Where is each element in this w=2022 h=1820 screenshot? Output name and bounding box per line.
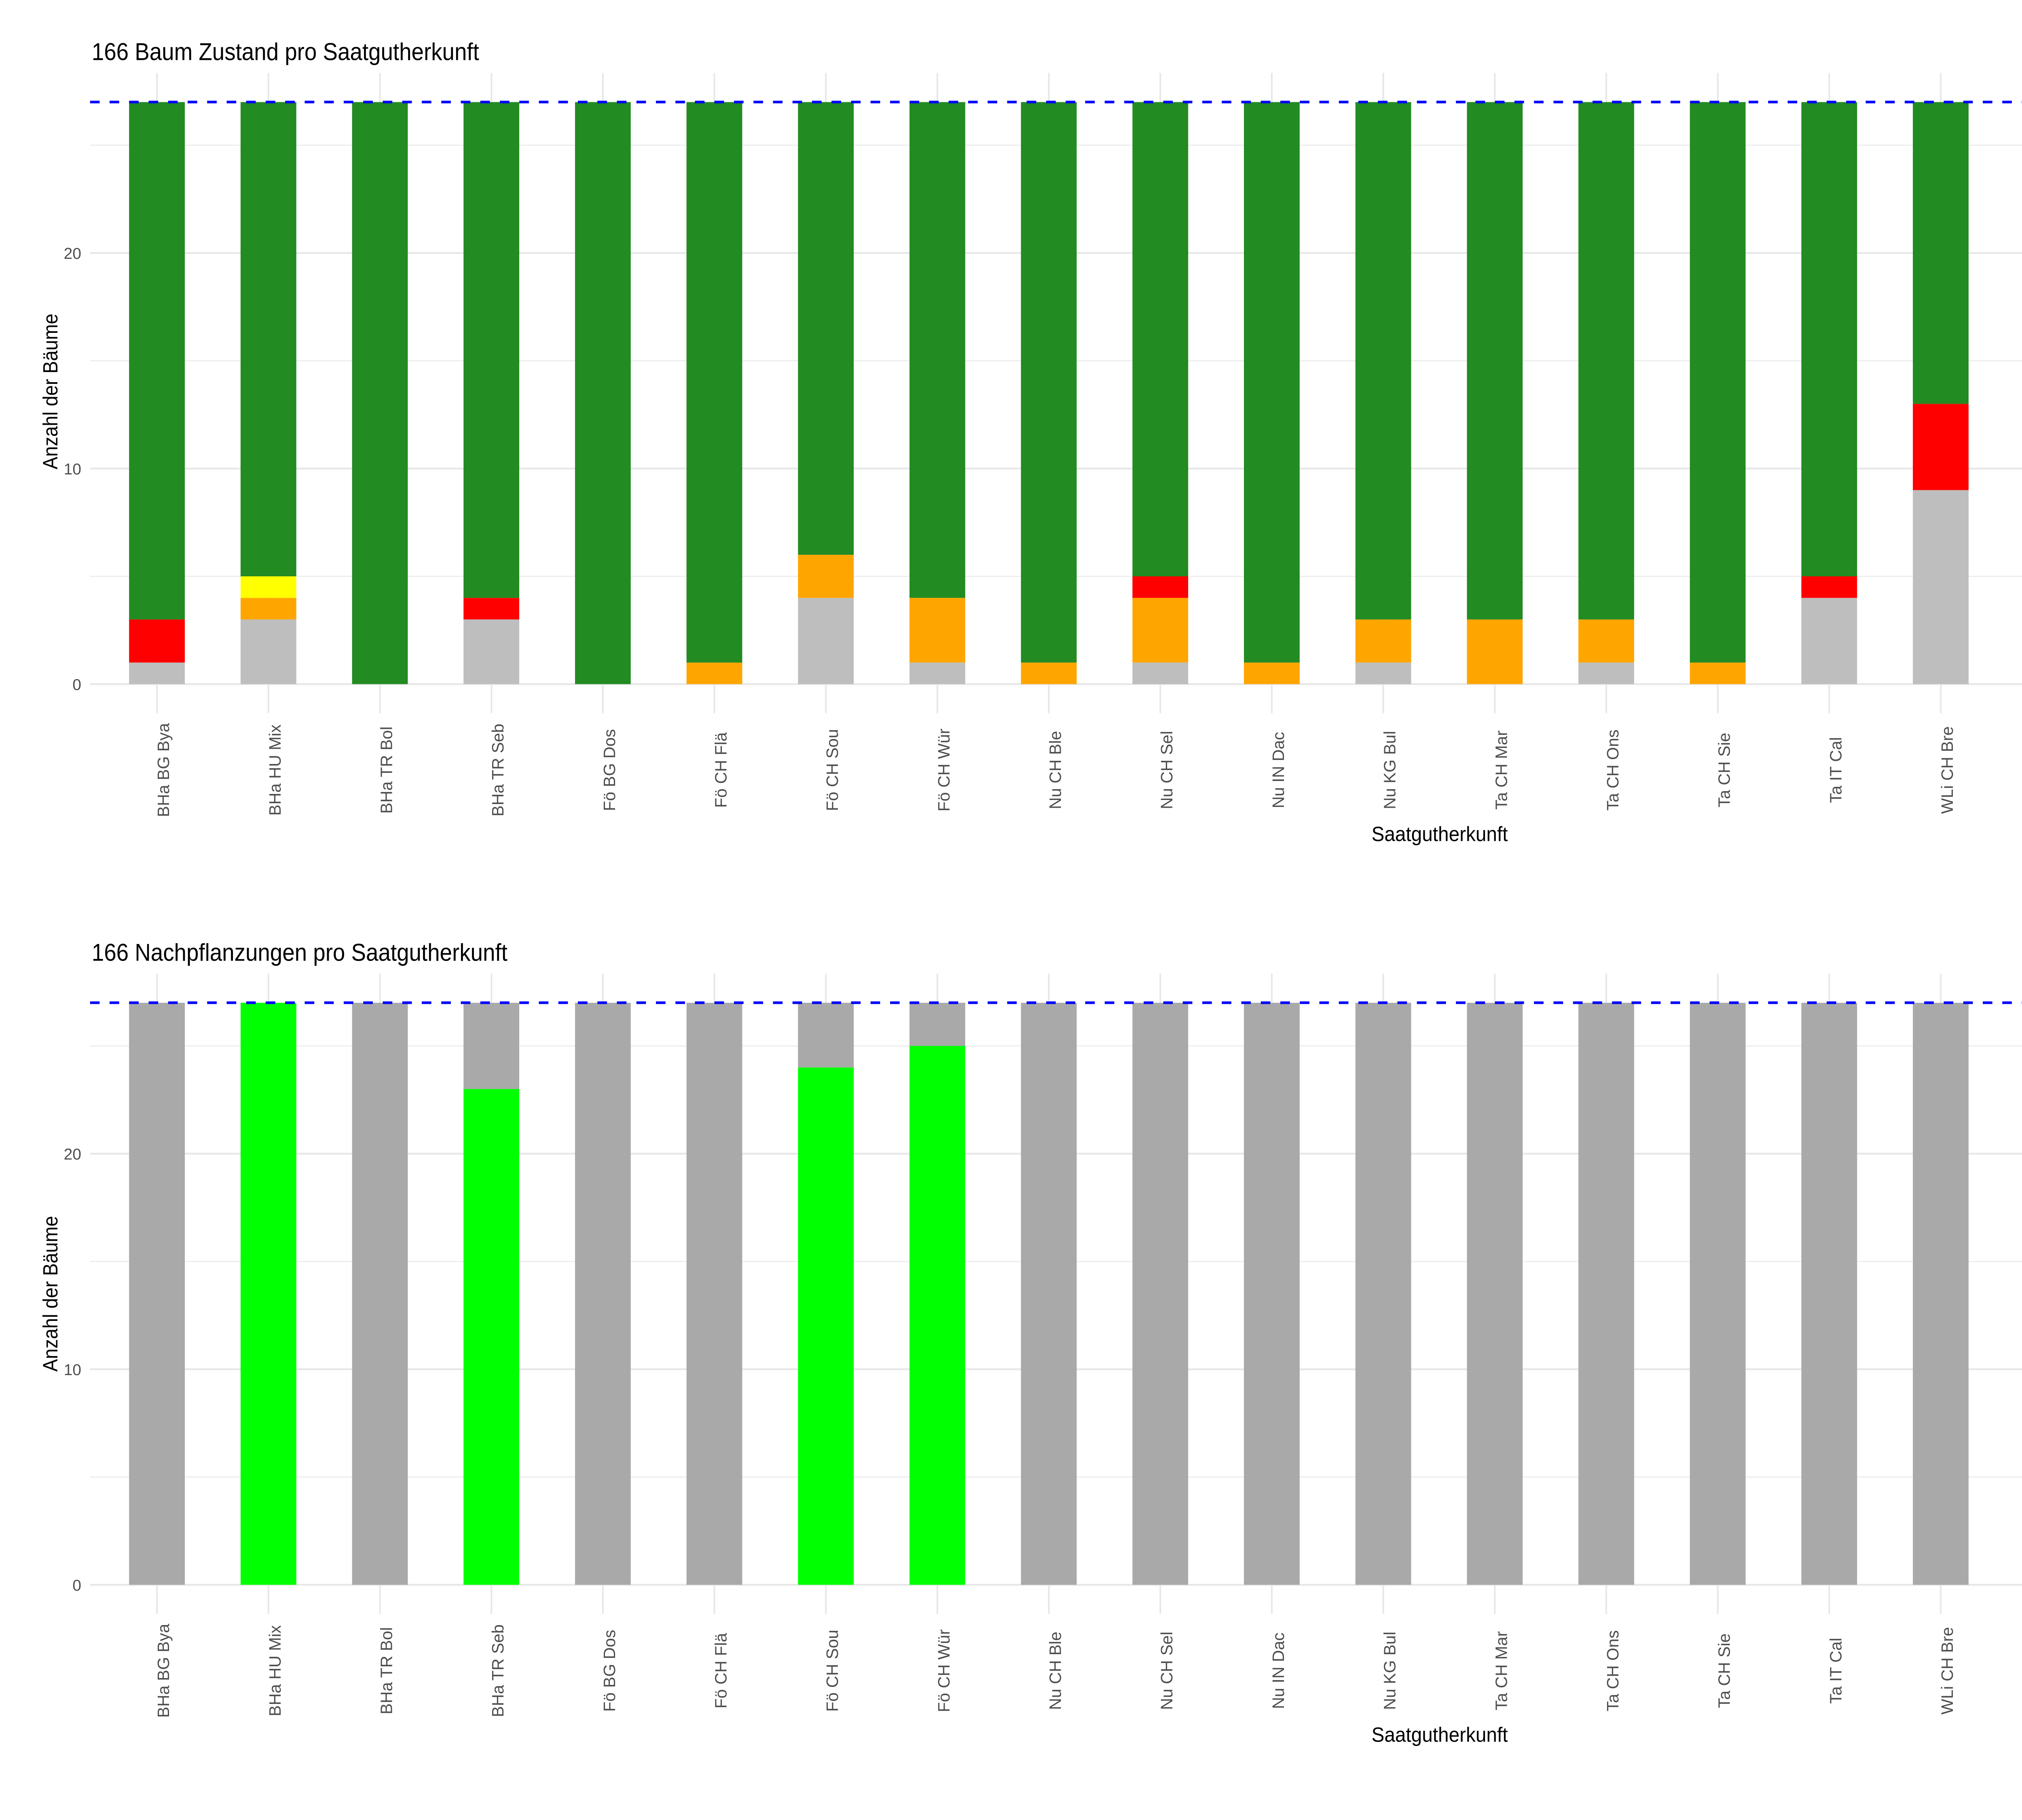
svg-text:Ta IT Cal: Ta IT Cal xyxy=(1826,1638,1845,1704)
svg-text:Fö CH Sou: Fö CH Sou xyxy=(823,1630,842,1712)
svg-text:Fö CH Flä: Fö CH Flä xyxy=(712,732,730,808)
svg-text:Ta IT Cal: Ta IT Cal xyxy=(1826,737,1845,803)
svg-text:Ta CH Sie: Ta CH Sie xyxy=(1715,1634,1734,1708)
svg-text:Nu CH Sel: Nu CH Sel xyxy=(1157,731,1176,809)
svg-text:Anzahl der Bäume: Anzahl der Bäume xyxy=(39,1216,62,1372)
svg-text:10: 10 xyxy=(64,461,81,478)
svg-text:Fö CH Wür: Fö CH Wür xyxy=(935,729,953,812)
svg-text:Nu KG Bul: Nu KG Bul xyxy=(1381,731,1399,809)
svg-text:WLi CH Bre: WLi CH Bre xyxy=(1938,726,1956,814)
svg-text:Nu CH Sel: Nu CH Sel xyxy=(1157,1632,1176,1710)
svg-text:20: 20 xyxy=(64,1146,81,1163)
svg-text:Nu KG Bul: Nu KG Bul xyxy=(1381,1632,1399,1710)
svg-text:WLi CH Bre: WLi CH Bre xyxy=(1938,1627,1956,1714)
svg-text:BHa TR Bol: BHa TR Bol xyxy=(377,1627,396,1714)
svg-text:Nu CH Ble: Nu CH Ble xyxy=(1046,1632,1065,1710)
svg-text:Ta CH Mar: Ta CH Mar xyxy=(1492,1631,1510,1710)
svg-text:Ta CH Sie: Ta CH Sie xyxy=(1715,733,1734,808)
svg-text:BHa HU Mix: BHa HU Mix xyxy=(266,724,284,816)
svg-text:Saatgutherkunft: Saatgutherkunft xyxy=(1372,1723,1508,1746)
svg-text:Fö BG Dos: Fö BG Dos xyxy=(600,1630,619,1712)
svg-text:BHa TR Seb: BHa TR Seb xyxy=(489,724,507,816)
svg-text:Nu CH Ble: Nu CH Ble xyxy=(1046,731,1065,809)
svg-text:Nu IN Dac: Nu IN Dac xyxy=(1269,732,1288,808)
svg-text:Nu IN Dac: Nu IN Dac xyxy=(1269,1632,1288,1709)
svg-text:Fö BG Dos: Fö BG Dos xyxy=(600,729,619,811)
svg-text:Fö CH Sou: Fö CH Sou xyxy=(823,729,842,811)
svg-text:Ta CH Ons: Ta CH Ons xyxy=(1603,1630,1622,1712)
svg-text:Ta CH Ons: Ta CH Ons xyxy=(1603,730,1622,811)
svg-text:20: 20 xyxy=(64,245,81,262)
svg-text:BHa BG Bya: BHa BG Bya xyxy=(154,723,173,817)
svg-text:BHa HU Mix: BHa HU Mix xyxy=(266,1625,284,1716)
svg-text:166 Baum Zustand pro Saatguthe: 166 Baum Zustand pro Saatgutherkunft xyxy=(92,38,479,66)
svg-text:BHa BG Bya: BHa BG Bya xyxy=(154,1624,173,1718)
svg-text:Anzahl der Bäume: Anzahl der Bäume xyxy=(39,314,62,470)
svg-text:Fö CH Wür: Fö CH Wür xyxy=(935,1630,953,1712)
svg-text:Saatgutherkunft: Saatgutherkunft xyxy=(1372,822,1508,845)
svg-text:0: 0 xyxy=(72,676,81,694)
svg-text:0: 0 xyxy=(72,1577,81,1594)
svg-text:BHa TR Seb: BHa TR Seb xyxy=(489,1624,507,1717)
svg-text:Ta CH Mar: Ta CH Mar xyxy=(1492,730,1510,810)
svg-text:10: 10 xyxy=(64,1361,81,1379)
svg-text:Fö CH Flä: Fö CH Flä xyxy=(712,1633,730,1708)
svg-text:BHa TR Bol: BHa TR Bol xyxy=(377,726,396,814)
svg-text:166 Nachpflanzungen pro Saatgu: 166 Nachpflanzungen pro Saatgutherkunft xyxy=(92,939,508,966)
